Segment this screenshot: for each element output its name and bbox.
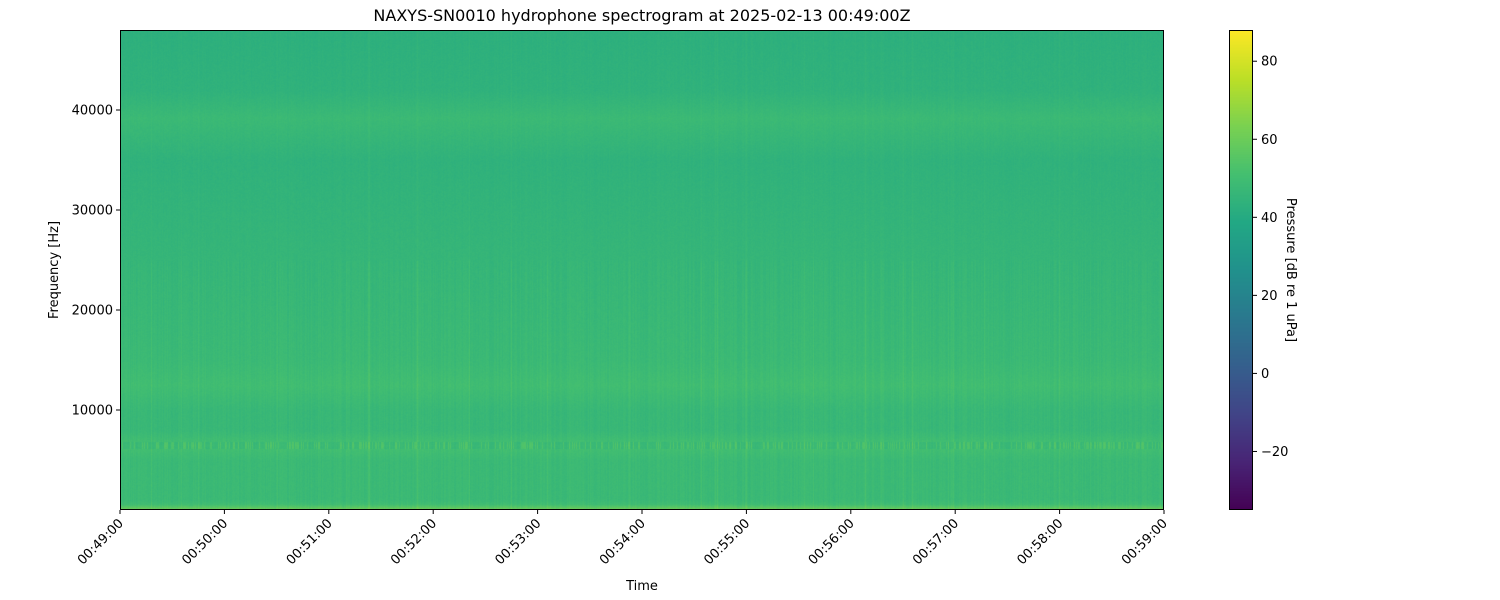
colorbar-tick-label: 40 — [1261, 211, 1278, 226]
colorbar-frame — [1229, 30, 1253, 510]
x-tick-label: 00:57:00 — [910, 516, 962, 568]
x-tick-label: 00:56:00 — [806, 516, 858, 568]
chart-title: NAXYS-SN0010 hydrophone spectrogram at 2… — [373, 6, 910, 25]
x-tick-label: 00:59:00 — [1119, 516, 1171, 568]
x-tick-label: 00:53:00 — [493, 516, 545, 568]
y-tick-label: 10000 — [72, 404, 113, 419]
plot-frame — [120, 30, 1164, 510]
x-tick-label: 00:54:00 — [597, 516, 649, 568]
colorbar-tick-label: 60 — [1261, 133, 1278, 148]
x-tick-label: 00:58:00 — [1015, 516, 1067, 568]
x-axis-label: Time — [625, 579, 658, 594]
x-tick-label: 00:49:00 — [75, 516, 127, 568]
y-tick-label: 40000 — [72, 104, 113, 119]
x-tick-label: 00:55:00 — [701, 516, 753, 568]
colorbar-gradient — [1229, 30, 1253, 510]
x-tick-label: 00:52:00 — [388, 516, 440, 568]
y-tick-label: 20000 — [72, 304, 113, 319]
y-tick-label: 30000 — [72, 204, 113, 219]
colorbar-tick-label: 80 — [1261, 55, 1278, 70]
colorbar-tick-label: 20 — [1261, 289, 1278, 304]
y-axis: 10000 20000 30000 40000 — [72, 104, 120, 419]
colorbar-tick-label: −20 — [1261, 445, 1288, 460]
y-axis-label: Frequency [Hz] — [47, 221, 62, 319]
x-tick-label: 00:50:00 — [179, 516, 231, 568]
colorbar-label: Pressure [dB re 1 uPa] — [1283, 198, 1298, 342]
spectrogram-image — [120, 30, 1164, 510]
colorbar-axis: −20 0 20 40 60 80 — [1253, 55, 1288, 460]
x-axis: 00:49:00 00:50:00 00:51:00 00:52:00 00:53:00… — [75, 510, 1171, 568]
colorbar-tick-label: 0 — [1261, 367, 1269, 382]
x-tick-label: 00:51:00 — [284, 516, 336, 568]
